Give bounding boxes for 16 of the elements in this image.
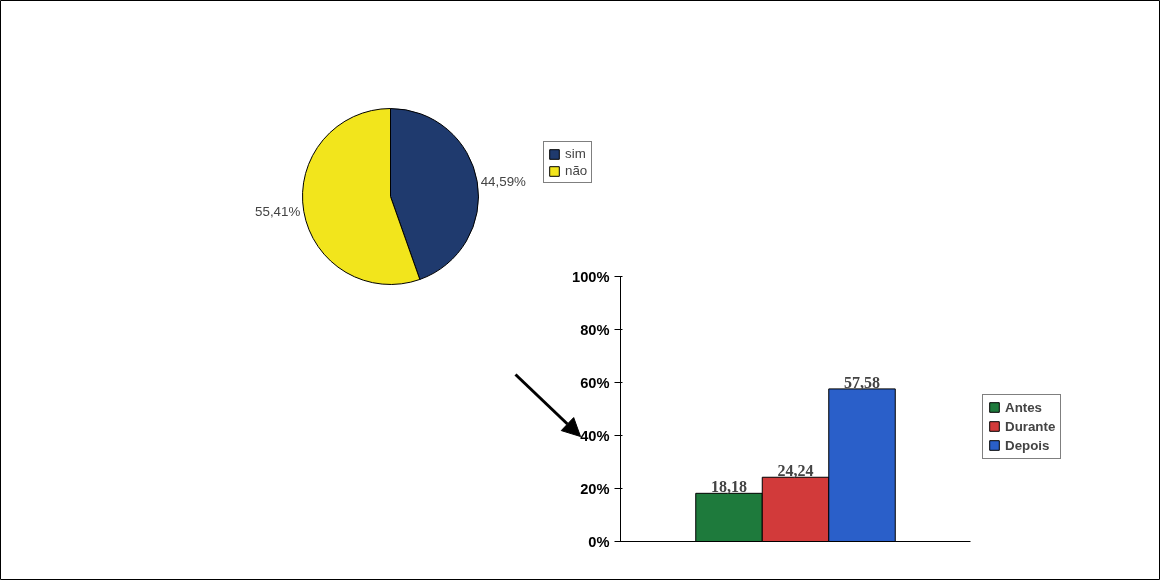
- y-tick-label: 20%: [580, 480, 610, 497]
- legend-label: sim: [565, 146, 586, 161]
- data-label: 44,59%: [480, 173, 527, 189]
- y-tick-label: 40%: [580, 427, 610, 444]
- legend-label: não: [565, 163, 588, 178]
- data-label: 24,24: [777, 462, 814, 480]
- legend-label: Antes: [1005, 399, 1043, 415]
- data-label: 18,18: [711, 478, 747, 496]
- data-label: 57,58: [844, 373, 880, 391]
- y-tick-label: 0%: [588, 533, 610, 550]
- legend-label: Depois: [1005, 437, 1050, 453]
- y-tick-label: 80%: [580, 321, 610, 338]
- y-tick-label: 100%: [572, 268, 610, 285]
- data-label: 55,41%: [255, 204, 301, 220]
- y-tick-label: 60%: [580, 374, 610, 391]
- legend-label: Durante: [1005, 418, 1056, 434]
